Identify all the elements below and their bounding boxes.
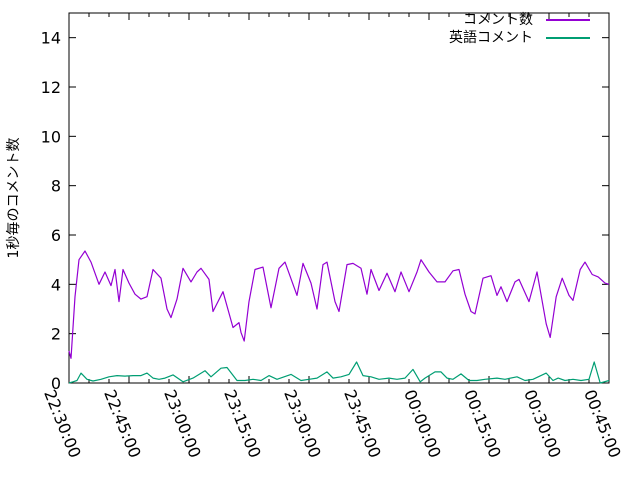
y-tick-label: 6 [51, 226, 61, 245]
legend: コメント数 英語コメント [400, 11, 590, 47]
x-tick-label: 23:30:00 [280, 387, 325, 461]
series-line-0 [68, 250, 610, 359]
x-tick-label: 00:00:00 [400, 387, 445, 461]
legend-label-english-comments: 英語コメント [449, 30, 533, 46]
y-tick-label: 10 [41, 127, 61, 146]
y-tick-label: 8 [51, 177, 61, 196]
x-tick-label: 00:30:00 [520, 387, 565, 461]
y-tick-label: 12 [41, 78, 61, 97]
legend-item-english-comments: 英語コメント [400, 29, 590, 47]
y-tick-label: 0 [51, 374, 61, 393]
x-tick-label: 00:15:00 [460, 387, 505, 461]
y-axis-title: 1秒毎のコメント数 [6, 137, 22, 259]
legend-item-comments: コメント数 [400, 11, 590, 29]
y-tick-label: 2 [51, 325, 61, 344]
legend-line-sample-comments [546, 19, 590, 21]
legend-label-comments: コメント数 [463, 12, 533, 28]
y-tick-label: 4 [51, 275, 61, 294]
x-tick-label: 23:15:00 [220, 387, 265, 461]
x-tick-label: 23:45:00 [340, 387, 385, 461]
x-tick-label: 22:45:00 [100, 387, 145, 461]
x-tick-label: 00:45:00 [580, 387, 625, 461]
plot-border [68, 12, 610, 384]
y-tick-label: 14 [41, 29, 61, 48]
x-tick-label: 22:30:00 [40, 387, 85, 461]
series-line-1 [68, 361, 610, 384]
legend-line-sample-english-comments [546, 37, 590, 39]
x-tick-label: 23:00:00 [160, 387, 205, 461]
